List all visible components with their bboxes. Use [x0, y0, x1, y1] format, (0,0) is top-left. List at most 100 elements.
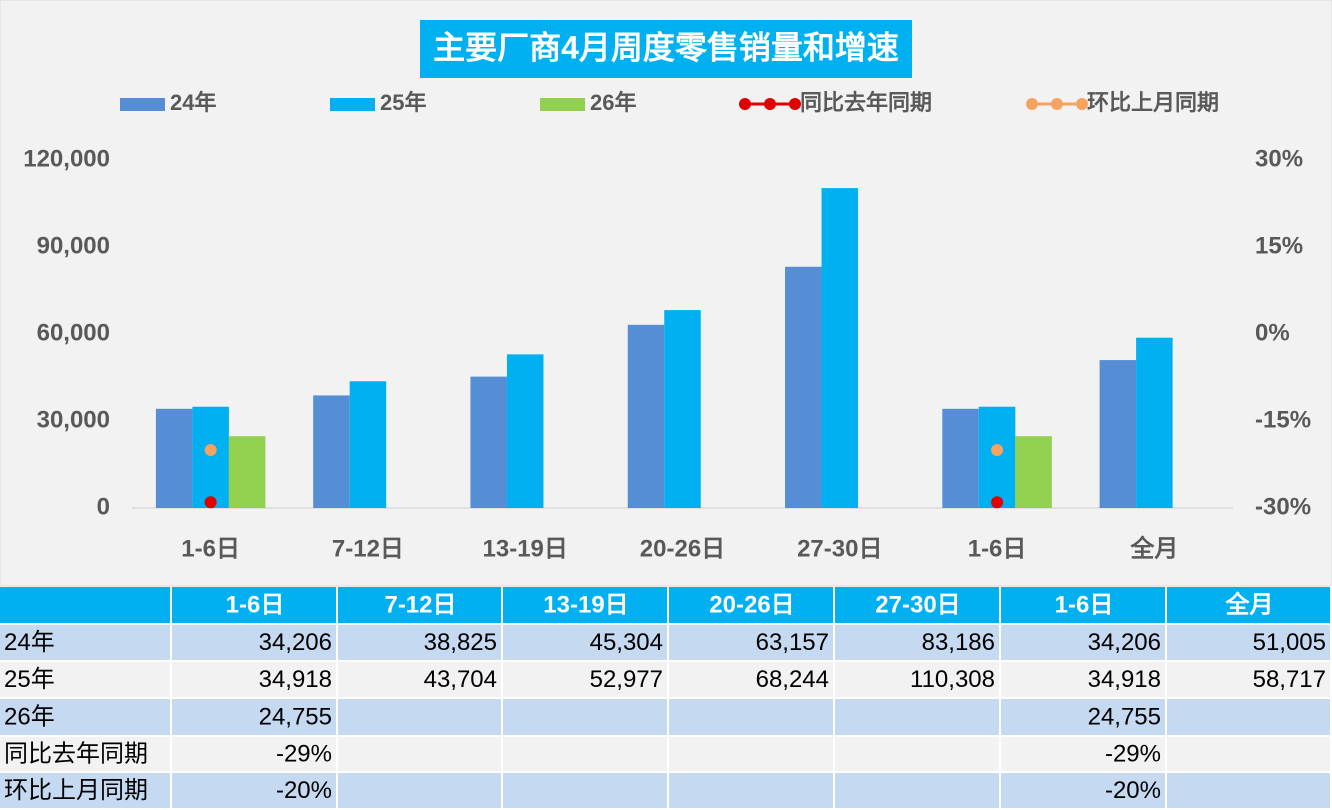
bar [785, 266, 822, 508]
y-tick-label: 120,000 [23, 145, 110, 172]
table-cell [835, 662, 999, 697]
line-point [204, 444, 217, 456]
bar [1099, 360, 1137, 508]
legend-marker [1051, 98, 1063, 110]
legend-swatch [120, 98, 165, 111]
bar [228, 436, 266, 508]
table-cell [1167, 699, 1330, 735]
title-box [420, 20, 912, 78]
table-value: 38,825 [424, 629, 497, 656]
table-header: 7-12日 [384, 591, 456, 618]
y2-tick-label: 30% [1255, 145, 1303, 172]
table-cell [669, 699, 833, 735]
x-tick-label: 1-6日 [181, 535, 240, 562]
table-cell [1167, 625, 1330, 660]
table-cell [503, 699, 667, 735]
table-cell [1001, 737, 1165, 771]
table-cell [503, 773, 667, 808]
table-value: 34,918 [259, 666, 332, 693]
legend-label: 环比上月同期 [1087, 90, 1219, 115]
legend-label: 26年 [590, 90, 636, 115]
table-cell [1001, 773, 1165, 808]
table-value: 58,717 [1253, 666, 1326, 693]
table-cell [503, 625, 667, 660]
table-header: 13-19日 [543, 591, 628, 618]
table-cell [835, 625, 999, 660]
bar [627, 324, 665, 508]
table-header: 1-6日 [1055, 591, 1114, 618]
x-tick-label: 13-19日 [483, 535, 568, 562]
bar [349, 381, 387, 508]
table-cell [1001, 625, 1165, 660]
table-cell [172, 699, 336, 735]
legend-marker [1076, 98, 1088, 110]
legend-marker [764, 98, 776, 110]
table-cell [1167, 773, 1330, 808]
table-row-label: 26年 [4, 703, 55, 730]
table-cell [669, 662, 833, 697]
table-cell [0, 773, 170, 808]
table-header-cell [503, 587, 667, 623]
table-header-cell [835, 587, 999, 623]
table-cell [0, 737, 170, 771]
table-cell [1001, 662, 1165, 697]
table-value: -20% [276, 777, 332, 804]
table-value: -29% [276, 740, 332, 767]
line-point [204, 496, 217, 509]
table-cell [1001, 699, 1165, 735]
table-value: 51,005 [1253, 629, 1326, 656]
table-value: 43,704 [424, 666, 497, 693]
table-row-label: 同比去年同期 [4, 740, 148, 767]
table-row-label: 环比上月同期 [4, 777, 148, 804]
table-header: 20-26日 [709, 591, 794, 618]
bar [470, 376, 507, 508]
y2-tick-label: -30% [1255, 493, 1311, 520]
table-value: -20% [1105, 777, 1161, 804]
table-cell [835, 737, 999, 771]
table-cell [172, 662, 336, 697]
table-value: -29% [1105, 740, 1161, 767]
line-point [991, 496, 1004, 509]
legend-marker [789, 98, 801, 110]
table-cell [338, 773, 501, 808]
table-value: 45,304 [590, 629, 663, 656]
y2-tick-label: 0% [1255, 319, 1290, 346]
table-cell [0, 625, 170, 660]
table-cell [0, 699, 170, 735]
table-cell [172, 773, 336, 808]
x-tick-label: 20-26日 [640, 535, 725, 562]
table-value: 34,918 [1088, 666, 1161, 693]
y2-tick-label: 15% [1255, 232, 1303, 259]
chart-title: 主要厂商4月周度零售销量和增速 [433, 29, 899, 65]
x-tick-label: 7-12日 [332, 535, 404, 562]
bar [978, 406, 1016, 508]
table-row-label: 25年 [4, 666, 55, 693]
table-cell [1167, 662, 1330, 697]
legend-swatch [540, 98, 585, 111]
x-tick-label: 1-6日 [968, 535, 1027, 562]
table-cell [669, 737, 833, 771]
table-cell [835, 699, 999, 735]
y2-tick-label: -15% [1255, 406, 1311, 433]
table-cell [1167, 737, 1330, 771]
bar [664, 310, 701, 508]
y-tick-label: 90,000 [37, 232, 110, 259]
bar [506, 354, 544, 508]
legend-swatch [330, 98, 375, 111]
table-cell [338, 662, 501, 697]
bar [192, 406, 229, 508]
table-value: 83,186 [922, 629, 995, 656]
y-tick-label: 60,000 [37, 319, 110, 346]
legend-label: 同比去年同期 [800, 90, 932, 115]
table-cell [503, 662, 667, 697]
table-cell [669, 773, 833, 808]
table-cell [835, 773, 999, 808]
table-cell [338, 625, 501, 660]
table-header: 1-6日 [226, 591, 285, 618]
table-header-cell [0, 587, 170, 623]
bar [1136, 337, 1173, 508]
bar [942, 408, 979, 508]
y-tick-label: 30,000 [37, 406, 110, 433]
bar [821, 188, 859, 508]
